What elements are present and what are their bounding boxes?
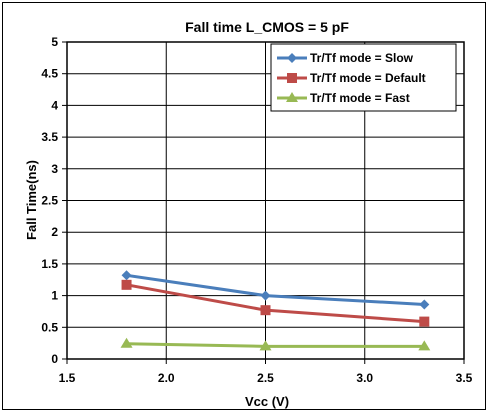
- data-point: [259, 340, 272, 351]
- series-square: [121, 279, 430, 327]
- x-axis-label: Vcc (V): [245, 394, 289, 409]
- legend-item: Tr/Tf mode = Default: [277, 71, 426, 85]
- y-tick-label: 3: [51, 162, 58, 176]
- x-axis-ticks: 1.5 2.0 2.5 3.0 3.5: [59, 359, 473, 385]
- series-diamond: [121, 270, 430, 310]
- y-tick-label: 4: [51, 98, 58, 112]
- data-point: [419, 316, 430, 327]
- legend-label: Tr/Tf mode = Slow: [310, 51, 414, 65]
- y-tick-label: 5: [51, 35, 58, 49]
- data-point: [120, 337, 133, 348]
- legend-label: Tr/Tf mode = Fast: [310, 91, 410, 105]
- y-axis-ticks: 0 0.5 1 1.5 2 2.5 3 3.5 4 4.5 5: [41, 35, 67, 366]
- series-layer: [120, 270, 431, 351]
- data-point: [121, 270, 132, 281]
- x-tick-label: 3.0: [356, 371, 373, 385]
- x-tick-label: 2.0: [158, 371, 175, 385]
- data-point: [418, 340, 431, 351]
- x-tick-label: 1.5: [59, 371, 76, 385]
- y-tick-label: 4.5: [41, 67, 58, 81]
- y-tick-label: 0.5: [41, 320, 58, 334]
- legend-swatch-marker: [287, 53, 297, 63]
- plot-area: [66, 41, 465, 360]
- y-tick-label: 2.5: [41, 194, 58, 208]
- data-point: [260, 290, 271, 301]
- data-point: [121, 279, 132, 290]
- data-point: [419, 299, 430, 310]
- y-tick-label: 3.5: [41, 130, 58, 144]
- data-point: [260, 305, 271, 316]
- y-tick-label: 2: [51, 225, 58, 239]
- y-tick-label: 1: [51, 289, 58, 303]
- legend-swatch-marker: [287, 73, 297, 83]
- legend: Tr/Tf mode = Slow Tr/Tf mode = Default Tr/…: [270, 43, 457, 112]
- legend-item: Tr/Tf mode = Fast: [277, 91, 410, 105]
- chart-title: Fall time L_CMOS = 5 pF: [185, 19, 349, 35]
- x-tick-label: 2.5: [257, 371, 274, 385]
- y-axis-label: Fall Time(ns): [24, 160, 39, 240]
- legend-item: Tr/Tf mode = Slow: [277, 51, 414, 65]
- series-line: [126, 273, 425, 306]
- series-triangle: [120, 337, 431, 351]
- x-tick-label: 3.5: [456, 371, 473, 385]
- y-tick-label: 1.5: [41, 257, 58, 271]
- series-line: [126, 342, 425, 348]
- legend-swatch-marker: [286, 92, 298, 102]
- y-tick-label: 0: [51, 352, 58, 366]
- legend-label: Tr/Tf mode = Default: [310, 71, 426, 85]
